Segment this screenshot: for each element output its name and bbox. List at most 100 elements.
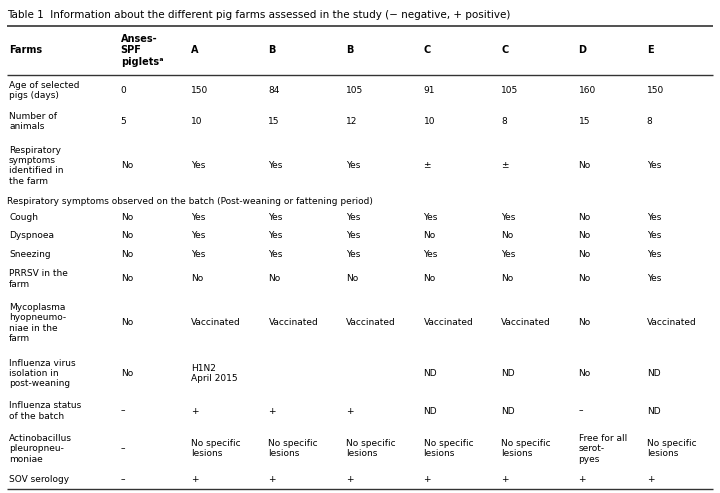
Text: –: – — [121, 444, 125, 453]
Text: ±: ± — [501, 161, 508, 170]
Text: H1N2
April 2015: H1N2 April 2015 — [191, 364, 238, 383]
Text: 160: 160 — [579, 86, 596, 95]
Text: Number of
animals: Number of animals — [9, 112, 57, 131]
Text: 105: 105 — [346, 86, 363, 95]
Text: +: + — [346, 407, 354, 416]
Text: ND: ND — [647, 407, 660, 416]
Text: Sneezing: Sneezing — [9, 249, 50, 258]
Text: No specific
lesions: No specific lesions — [501, 439, 551, 458]
Text: 105: 105 — [501, 86, 518, 95]
Text: 15: 15 — [579, 117, 590, 126]
Text: Vaccinated: Vaccinated — [647, 318, 696, 327]
Text: Table 1  Information about the different pig farms assessed in the study (− nega: Table 1 Information about the different … — [7, 10, 510, 20]
Text: Yes: Yes — [501, 213, 516, 222]
Text: No: No — [579, 274, 591, 283]
Text: Yes: Yes — [191, 161, 205, 170]
Text: +: + — [346, 475, 354, 484]
Text: +: + — [579, 475, 586, 484]
Text: Yes: Yes — [191, 249, 205, 258]
Text: No: No — [579, 318, 591, 327]
Text: Respiratory
symptoms
identified in
the farm: Respiratory symptoms identified in the f… — [9, 145, 63, 186]
Text: B: B — [269, 45, 276, 55]
Text: 5: 5 — [121, 117, 127, 126]
Text: Yes: Yes — [647, 213, 661, 222]
Text: Respiratory symptoms observed on the batch (Post-weaning or fattening period): Respiratory symptoms observed on the bat… — [7, 197, 373, 206]
Text: No: No — [423, 274, 436, 283]
Text: +: + — [647, 475, 654, 484]
Text: Yes: Yes — [647, 274, 661, 283]
Text: No: No — [579, 231, 591, 240]
Text: C: C — [501, 45, 508, 55]
Text: No specific
lesions: No specific lesions — [647, 439, 696, 458]
Text: No specific
lesions: No specific lesions — [191, 439, 240, 458]
Text: No: No — [121, 161, 133, 170]
Text: Vaccinated: Vaccinated — [191, 318, 240, 327]
Text: No: No — [501, 231, 513, 240]
Text: Yes: Yes — [346, 161, 360, 170]
Text: Yes: Yes — [191, 231, 205, 240]
Text: Vaccinated: Vaccinated — [501, 318, 551, 327]
Text: 150: 150 — [191, 86, 208, 95]
Text: +: + — [501, 475, 508, 484]
Text: Yes: Yes — [501, 249, 516, 258]
Text: PRRSV in the
farm: PRRSV in the farm — [9, 269, 68, 288]
Text: 8: 8 — [501, 117, 507, 126]
Text: Yes: Yes — [269, 231, 283, 240]
Text: +: + — [269, 475, 276, 484]
Text: –: – — [579, 407, 583, 416]
Text: 15: 15 — [269, 117, 280, 126]
Text: 0: 0 — [121, 86, 127, 95]
Text: No specific
lesions: No specific lesions — [423, 439, 473, 458]
Text: Mycoplasma
hyopneumo-
niae in the
farm: Mycoplasma hyopneumo- niae in the farm — [9, 303, 66, 343]
Text: Vaccinated: Vaccinated — [269, 318, 318, 327]
Text: 150: 150 — [647, 86, 664, 95]
Text: No: No — [121, 318, 133, 327]
Text: No: No — [579, 161, 591, 170]
Text: ND: ND — [423, 369, 437, 378]
Text: ND: ND — [423, 407, 437, 416]
Text: No specific
lesions: No specific lesions — [269, 439, 318, 458]
Text: Yes: Yes — [269, 161, 283, 170]
Text: +: + — [269, 407, 276, 416]
Text: SOV serology: SOV serology — [9, 475, 69, 484]
Text: 10: 10 — [423, 117, 435, 126]
Text: No: No — [579, 249, 591, 258]
Text: E: E — [647, 45, 654, 55]
Text: Dyspnoea: Dyspnoea — [9, 231, 54, 240]
Text: Yes: Yes — [269, 213, 283, 222]
Text: Yes: Yes — [647, 249, 661, 258]
Text: No: No — [121, 231, 133, 240]
Text: Farms: Farms — [9, 45, 42, 55]
Text: Free for all
serot-
pyes: Free for all serot- pyes — [579, 434, 627, 463]
Text: –: – — [121, 407, 125, 416]
Text: No: No — [501, 274, 513, 283]
Text: ND: ND — [501, 407, 515, 416]
Text: +: + — [191, 475, 199, 484]
Text: Cough: Cough — [9, 213, 38, 222]
Text: No: No — [191, 274, 203, 283]
Text: Vaccinated: Vaccinated — [423, 318, 473, 327]
Text: –: – — [121, 475, 125, 484]
Text: Yes: Yes — [423, 249, 438, 258]
Text: 12: 12 — [346, 117, 357, 126]
Text: No: No — [423, 231, 436, 240]
Text: Anses-
SPF
pigletsᵃ: Anses- SPF pigletsᵃ — [121, 34, 163, 67]
Text: ND: ND — [501, 369, 515, 378]
Text: Vaccinated: Vaccinated — [346, 318, 396, 327]
Text: Influenza virus
isolation in
post-weaning: Influenza virus isolation in post-weanin… — [9, 358, 76, 388]
Text: +: + — [191, 407, 199, 416]
Text: Yes: Yes — [191, 213, 205, 222]
Text: D: D — [579, 45, 587, 55]
Text: ±: ± — [423, 161, 431, 170]
Text: Actinobacillus
pleuropneu-
moniae: Actinobacillus pleuropneu- moniae — [9, 434, 72, 463]
Text: C: C — [423, 45, 431, 55]
Text: No: No — [121, 274, 133, 283]
Text: No: No — [121, 369, 133, 378]
Text: 8: 8 — [647, 117, 652, 126]
Text: Yes: Yes — [346, 231, 360, 240]
Text: A: A — [191, 45, 199, 55]
Text: Age of selected
pigs (days): Age of selected pigs (days) — [9, 81, 79, 100]
Text: +: + — [423, 475, 431, 484]
Text: B: B — [346, 45, 354, 55]
Text: No: No — [121, 213, 133, 222]
